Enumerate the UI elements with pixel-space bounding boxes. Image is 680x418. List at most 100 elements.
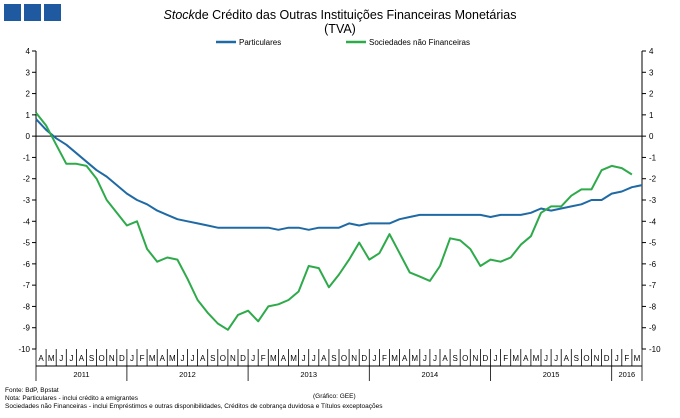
y-tick-label: -3: [23, 196, 31, 205]
x-month-label: A: [442, 354, 448, 363]
x-month-label: S: [89, 354, 94, 363]
x-month-label: J: [251, 354, 255, 363]
y-tick-label: -6: [23, 260, 31, 269]
series-lines: [35, 112, 643, 331]
x-month-label: J: [69, 354, 73, 363]
y-tick-label: -7: [23, 281, 31, 290]
x-month-label: M: [411, 354, 418, 363]
legend-label: Particulares: [239, 38, 281, 47]
x-month-label: M: [512, 354, 519, 363]
x-month-label: J: [433, 354, 437, 363]
x-month-label: M: [290, 354, 297, 363]
y-tick-label: -1: [23, 153, 31, 162]
chart-title-italic: Stock: [163, 8, 195, 22]
y-tick-label: -2: [23, 175, 31, 184]
footer-source: Fonte: BdP, Bpstat: [5, 387, 59, 394]
x-month-label: F: [382, 354, 387, 363]
x-month-label: J: [372, 354, 376, 363]
y-tick-label: -10: [18, 345, 30, 354]
y-tick-label-right: -6: [649, 260, 657, 269]
chart-title: Stockde Crédito das Outras Instituições …: [0, 8, 680, 22]
x-month-label: N: [351, 354, 357, 363]
x-month-label: M: [270, 354, 277, 363]
y-tick-label-right: -3: [649, 196, 657, 205]
footer-credit: (Gráfico: GEE): [313, 393, 356, 400]
x-month-label: M: [634, 354, 641, 363]
x-month-label: J: [312, 354, 316, 363]
chart-title-rest: de Crédito das Outras Instituições Finan…: [194, 8, 517, 22]
x-month-label: J: [554, 354, 558, 363]
y-tick-label-right: 1: [649, 111, 654, 120]
x-month-label: N: [230, 354, 236, 363]
y-tick-label-right: -2: [649, 175, 657, 184]
legend: Particulares Sociedades não Financeiras: [216, 38, 470, 47]
x-month-label: A: [281, 354, 287, 363]
x-year-label: 2016: [619, 370, 636, 379]
y-tick-label-right: -8: [649, 302, 657, 311]
x-month-label: A: [200, 354, 206, 363]
legend-label: Sociedades não Financeiras: [369, 38, 470, 47]
y-axis-left-ticks: 4 3 2 1 0 -1 -2 -3 -4 -5 -6 -7 -8 -9 -10: [18, 47, 36, 354]
x-month-label: D: [483, 354, 489, 363]
x-month-label: S: [331, 354, 336, 363]
x-month-label: J: [615, 354, 619, 363]
x-month-label: O: [220, 354, 226, 363]
x-month-label: A: [523, 354, 529, 363]
x-month-label: J: [59, 354, 63, 363]
x-month-label: J: [423, 354, 427, 363]
x-month-label: D: [361, 354, 367, 363]
x-month-label: S: [452, 354, 457, 363]
y-tick-label: -9: [23, 324, 31, 333]
axes: [35, 51, 643, 349]
x-month-label: M: [48, 354, 55, 363]
x-month-label: F: [140, 354, 145, 363]
x-month-label: J: [180, 354, 184, 363]
x-month-label: D: [119, 354, 125, 363]
x-month-label: M: [533, 354, 540, 363]
y-tick-label-right: 0: [649, 132, 654, 141]
x-month-label: A: [402, 354, 408, 363]
y-tick-label: -4: [23, 217, 31, 226]
x-month-label: O: [583, 354, 589, 363]
chart-subtitle: (TVA): [324, 22, 356, 36]
y-tick-label: 2: [26, 90, 31, 99]
x-month-label: O: [99, 354, 105, 363]
y-tick-label: 1: [26, 111, 31, 120]
x-month-label: M: [149, 354, 156, 363]
footer-note-sociedades: Sociedades não Financeiras - inclui Empr…: [5, 403, 383, 410]
x-month-label: J: [494, 354, 498, 363]
y-axis-right-ticks: 4 3 2 1 0 -1 -2 -3 -4 -5 -6 -7 -8 -9 -10: [642, 47, 661, 354]
y-tick-label-right: -7: [649, 281, 657, 290]
y-tick-label: 4: [26, 47, 31, 56]
x-month-label: A: [321, 354, 327, 363]
x-month-label: J: [544, 354, 548, 363]
footer-note-particulares: Nota: Particulares - inclui crédito a em…: [5, 395, 138, 402]
x-month-label: N: [594, 354, 600, 363]
x-month-label: M: [391, 354, 398, 363]
x-year-label: 2014: [422, 370, 439, 379]
x-month-label: A: [38, 354, 44, 363]
series-line-sociedades: [35, 112, 633, 331]
y-tick-label-right: -10: [649, 345, 661, 354]
y-tick-label-right: -9: [649, 324, 657, 333]
y-tick-label-right: 2: [649, 90, 654, 99]
x-month-label: N: [472, 354, 478, 363]
y-tick-label-right: 3: [649, 68, 654, 77]
x-month-label: N: [109, 354, 115, 363]
y-tick-label-right: -1: [649, 153, 657, 162]
x-month-label: A: [160, 354, 166, 363]
x-year-label: 2012: [179, 370, 196, 379]
x-month-label: J: [302, 354, 306, 363]
x-month-label: A: [564, 354, 570, 363]
x-month-label: J: [191, 354, 195, 363]
x-year-label: 2013: [300, 370, 317, 379]
x-month-label: S: [574, 354, 579, 363]
x-month-label: J: [130, 354, 134, 363]
x-year-label: 2011: [73, 370, 89, 379]
x-month-label: F: [503, 354, 508, 363]
x-month-label: O: [341, 354, 347, 363]
y-tick-label: 3: [26, 68, 31, 77]
series-line-particulares: [35, 118, 643, 231]
y-tick-label-right: 4: [649, 47, 654, 56]
x-month-label: M: [169, 354, 176, 363]
